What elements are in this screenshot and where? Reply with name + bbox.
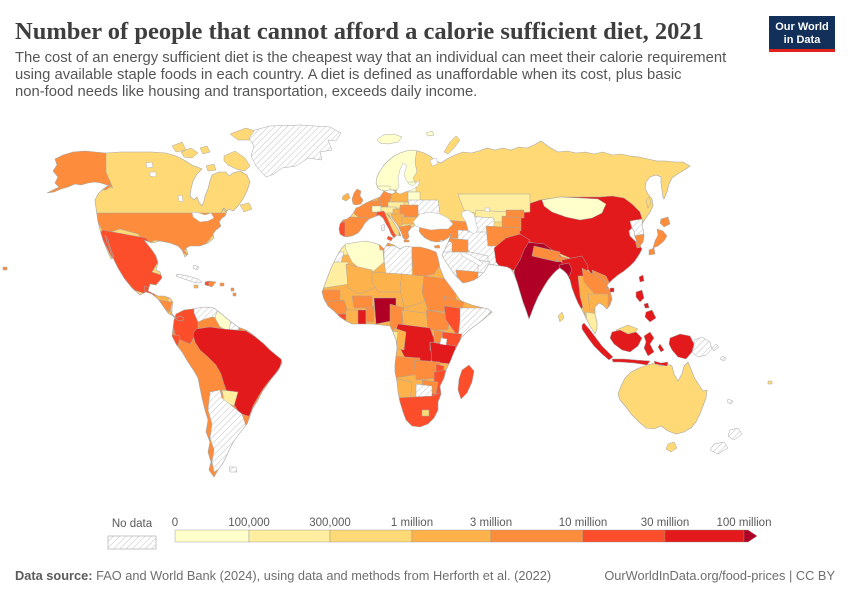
svg-text:No data: No data <box>112 518 153 530</box>
svg-text:300,000: 300,000 <box>309 517 351 529</box>
svg-text:0: 0 <box>172 517 178 529</box>
svg-text:100,000: 100,000 <box>228 517 270 529</box>
svg-text:100 million: 100 million <box>717 517 772 529</box>
svg-text:30 million: 30 million <box>641 517 690 529</box>
svg-text:3 million: 3 million <box>470 517 512 529</box>
svg-text:1 million: 1 million <box>391 517 433 529</box>
svg-text:10 million: 10 million <box>559 517 608 529</box>
